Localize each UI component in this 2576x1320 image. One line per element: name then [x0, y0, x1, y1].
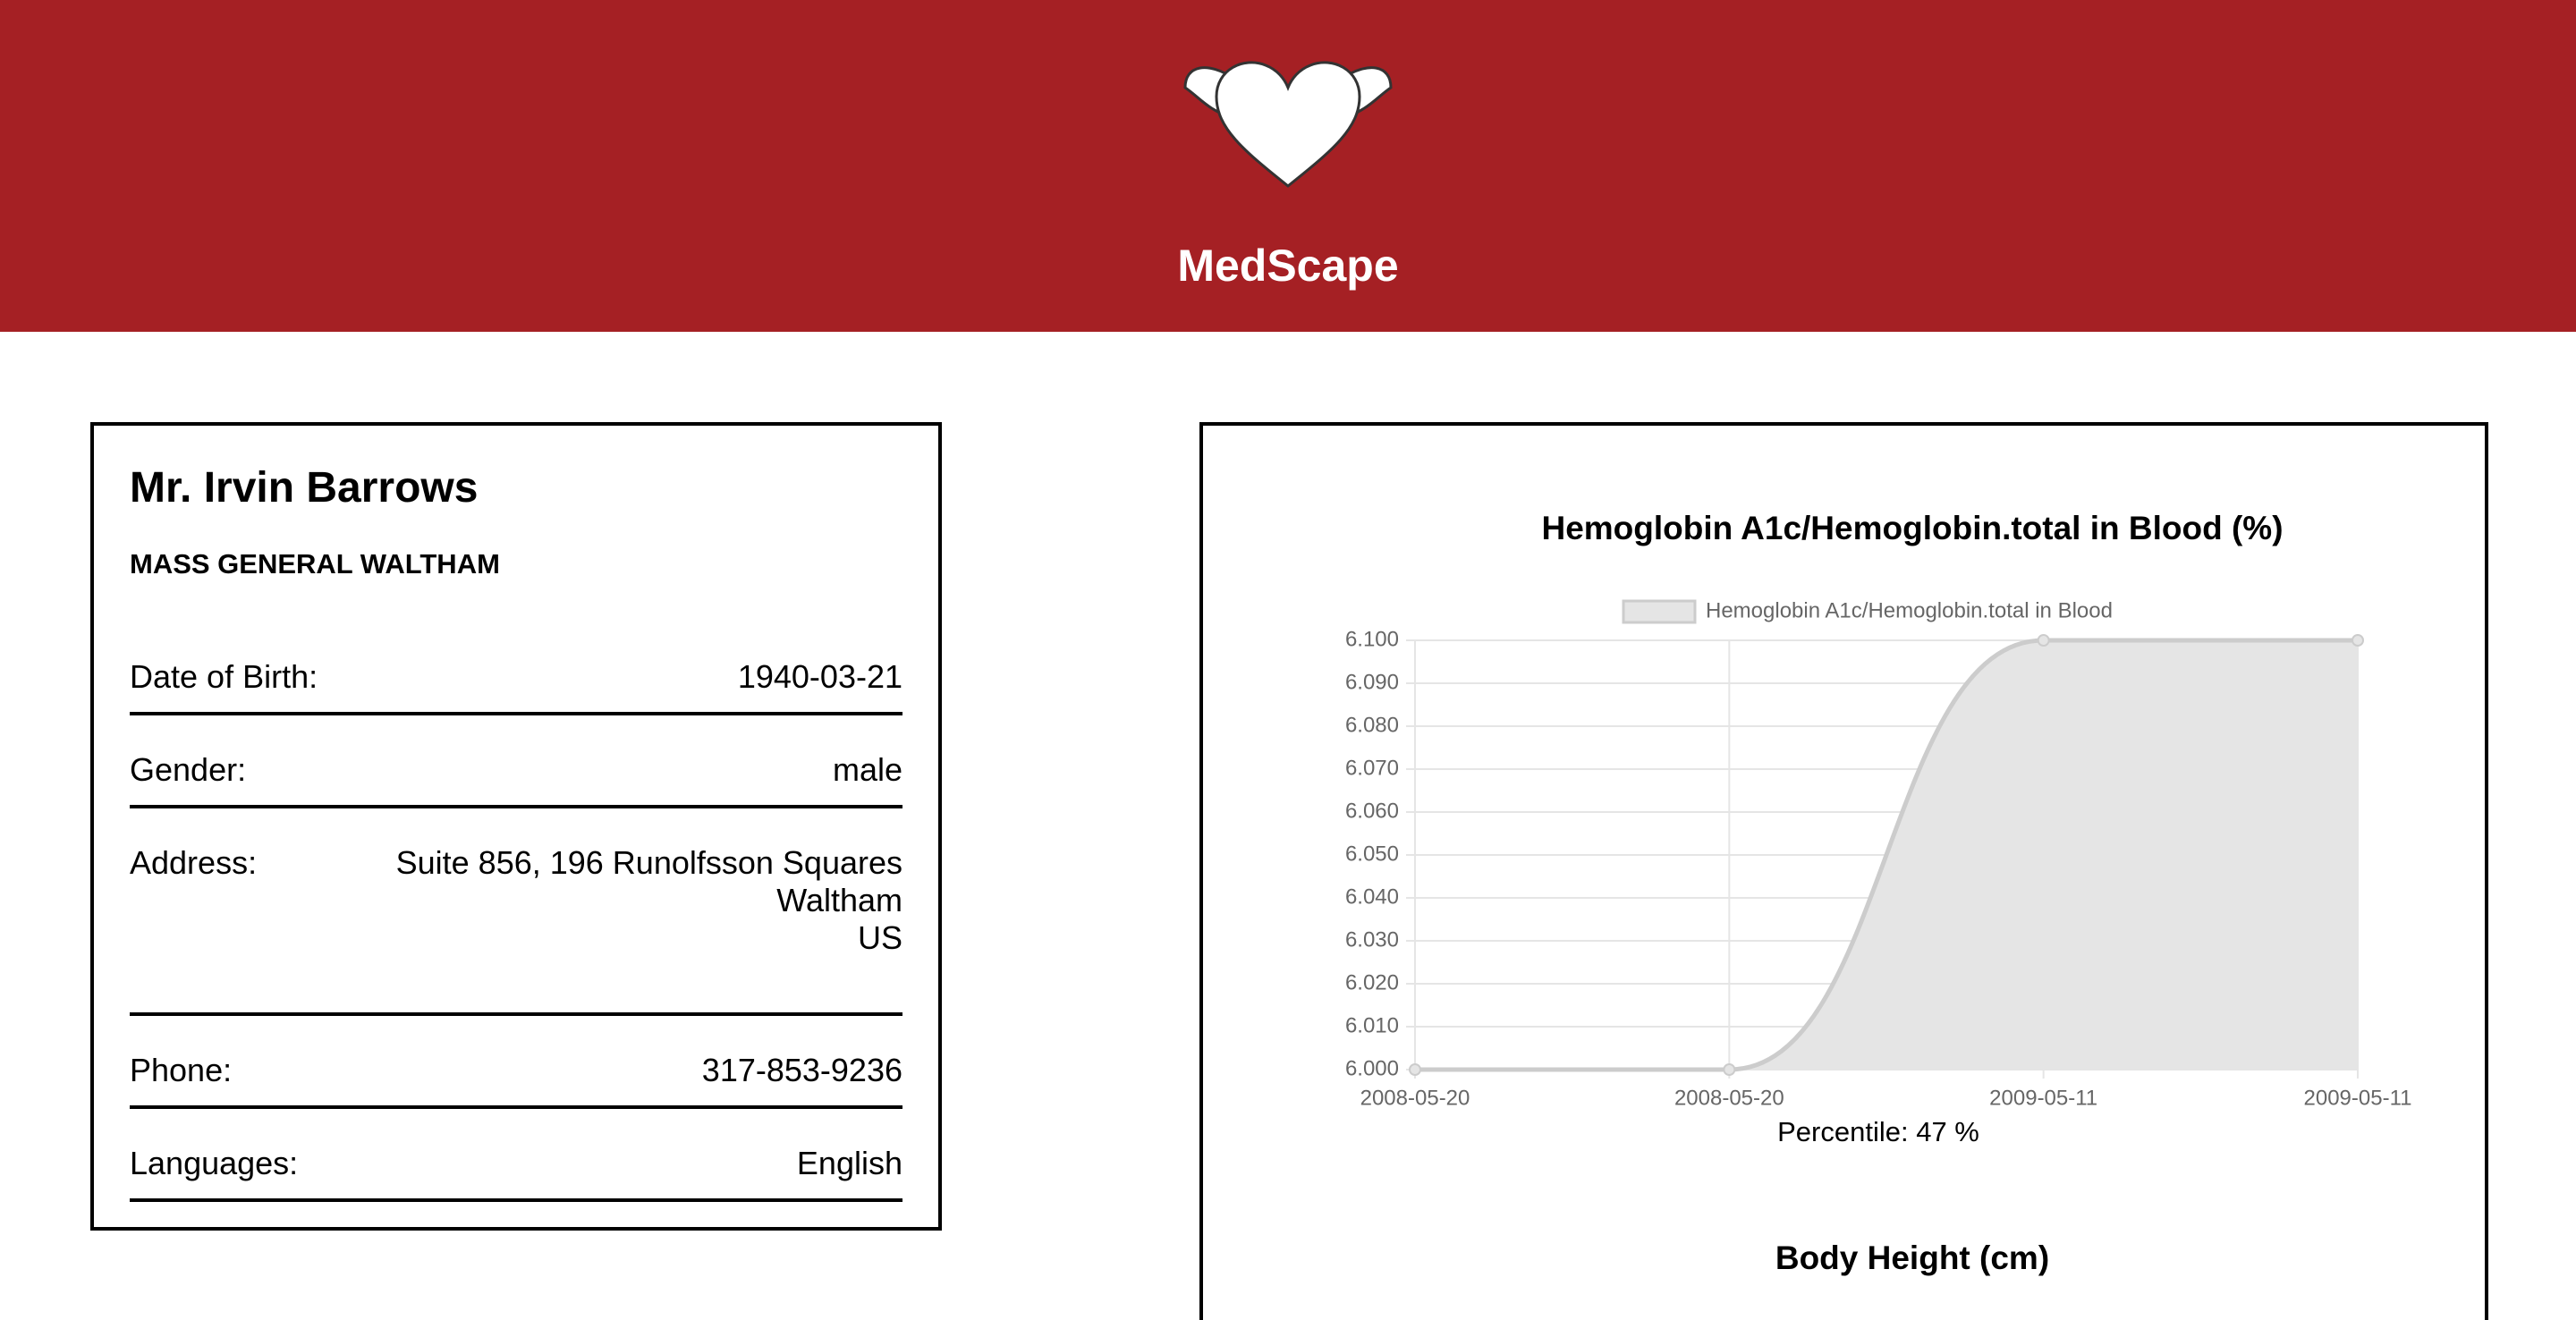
- info-label: Phone:: [130, 1052, 233, 1088]
- info-value: 317-853-9236: [702, 1052, 902, 1089]
- point: [1409, 1063, 1421, 1076]
- point: [1723, 1063, 1736, 1076]
- chart-card: [1199, 422, 2488, 1320]
- annotation: Percentile: 47 %: [1777, 1116, 1979, 1147]
- info-label: Date of Birth:: [130, 658, 318, 695]
- logo: [1183, 61, 1393, 188]
- y-tick-label: 6.070: [1345, 756, 1399, 780]
- chart-title: Body Height (cm): [1775, 1240, 2049, 1276]
- patient-rows: Date of Birth: 1940-03-21 Gender: male Addre…: [130, 651, 902, 1231]
- point: [2037, 634, 2050, 647]
- info-value: English: [797, 1145, 902, 1182]
- info-value: Suite 856, 196 Runolfsson Squares Waltham…: [396, 844, 902, 957]
- info-row: Phone: 317-853-9236: [130, 1045, 902, 1109]
- y-tick-label: 6.050: [1345, 842, 1399, 866]
- y-tick-label: 6.010: [1345, 1013, 1399, 1037]
- value-line: English: [796, 1145, 902, 1181]
- header: MedScape: [0, 0, 2576, 332]
- value-line: 317-853-9236: [701, 1052, 902, 1088]
- y-tick-label: 6.030: [1345, 927, 1399, 952]
- legend-swatch: [1622, 599, 1697, 624]
- x-tick-label: 2009-05-11: [1989, 1086, 2097, 1110]
- value-line: Suite 856, 196 Runolfsson Squares: [395, 844, 902, 881]
- info-row: Languages: English: [130, 1138, 902, 1202]
- y-tick-label: 6.040: [1345, 884, 1399, 909]
- y-tick-label: 6.100: [1345, 627, 1399, 651]
- y-tick-label: 6.000: [1345, 1056, 1399, 1080]
- value-line: male: [832, 751, 902, 788]
- info-row: Date of Birth: 1940-03-21: [130, 651, 902, 715]
- value-line: US: [857, 919, 902, 956]
- x-tick-label: 2008-05-20: [1360, 1086, 1470, 1110]
- legend-label: Hemoglobin A1c/Hemoglobin.total in Blood: [1706, 598, 2113, 622]
- organization: MASS GENERAL WALTHAM: [130, 548, 500, 580]
- info-value: male: [833, 751, 902, 789]
- y-tick-label: 6.090: [1345, 670, 1399, 694]
- y-tick-label: 6.060: [1345, 799, 1399, 823]
- info-value: 1940-03-21: [738, 658, 902, 696]
- info-label: Address:: [130, 844, 258, 881]
- line: [1414, 638, 2358, 1072]
- patient-card: Mr. Irvin Barrows MASS GENERAL WALTHAM D…: [90, 422, 942, 1231]
- value-line: 1940-03-21: [737, 658, 902, 695]
- info-label: Gender:: [130, 751, 247, 788]
- x-tick-label: 2008-05-20: [1674, 1086, 1784, 1110]
- point: [2351, 634, 2364, 647]
- chart-title: Hemoglobin A1c/Hemoglobin.total in Blood…: [1541, 510, 2283, 546]
- patient-name: Mr. Irvin Barrows: [130, 464, 479, 512]
- y-tick-label: 6.020: [1345, 970, 1399, 994]
- app-title: MedScape: [1177, 241, 1399, 291]
- x-tick-label: 2009-05-11: [2304, 1086, 2412, 1110]
- chart: Hemoglobin A1c/Hemoglobin.total in Blood…: [1345, 510, 2412, 1276]
- info-label: Languages:: [130, 1145, 299, 1181]
- info-row: Address: Suite 856, 196 Runolfsson Square…: [130, 837, 902, 1016]
- y-tick-label: 6.080: [1345, 713, 1399, 737]
- info-row: Gender: male: [130, 744, 902, 808]
- value-line: Waltham: [776, 882, 902, 918]
